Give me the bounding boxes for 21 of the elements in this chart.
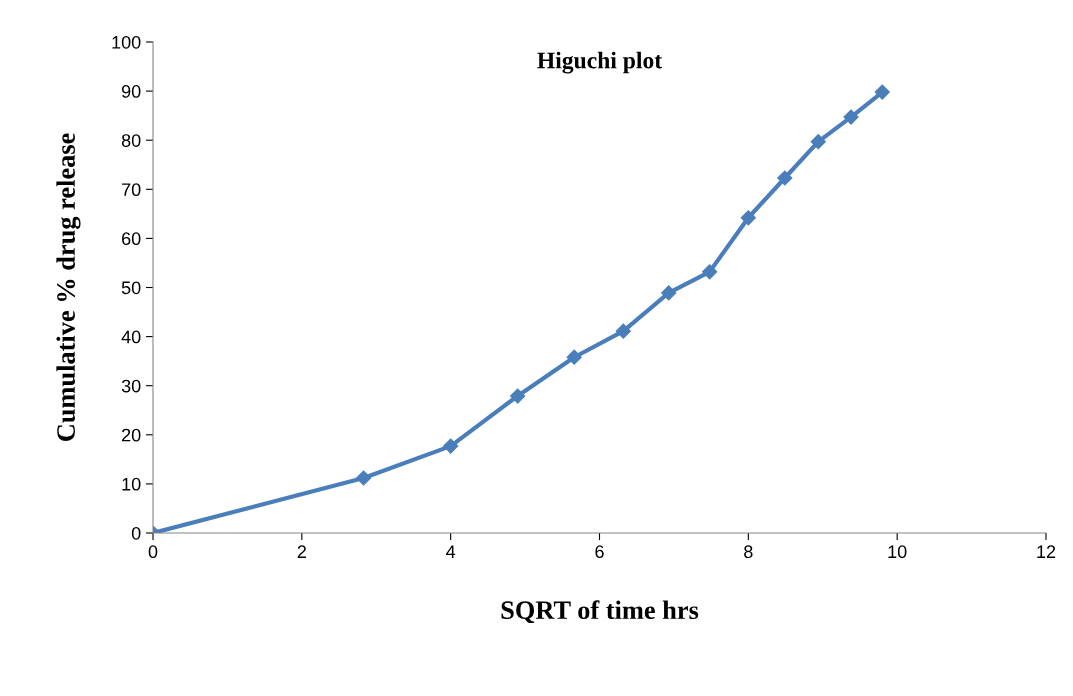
x-tick-label: 0	[148, 545, 158, 559]
y-tick-label: 20	[122, 428, 141, 442]
y-tick-label: 90	[121, 85, 141, 98]
x-tick-label: 6	[595, 545, 604, 559]
y-tick-label: 60	[122, 232, 141, 246]
x-tick-label: 2	[297, 545, 306, 558]
x-tick-label: 12	[1037, 545, 1056, 558]
chart-title: Higuchi plot	[537, 51, 663, 74]
y-tick-label: 100	[112, 35, 141, 49]
x-tick-label: 4	[446, 545, 456, 558]
y-tick-label: 80	[121, 134, 141, 147]
x-tick-label: 8	[744, 545, 753, 559]
y-tick-label: 0	[131, 526, 141, 540]
y-tick-label: 40	[121, 330, 141, 344]
y-tick-label: 10	[122, 477, 141, 491]
y-tick-label: 70	[122, 183, 141, 197]
y-tick-label: 30	[121, 379, 141, 393]
y-axis-title: Cumulative % drug release	[56, 133, 81, 441]
x-axis-title: SQRT of time hrs	[501, 600, 699, 624]
y-tick-label: 50	[121, 281, 141, 295]
x-tick-label: 10	[888, 545, 907, 559]
